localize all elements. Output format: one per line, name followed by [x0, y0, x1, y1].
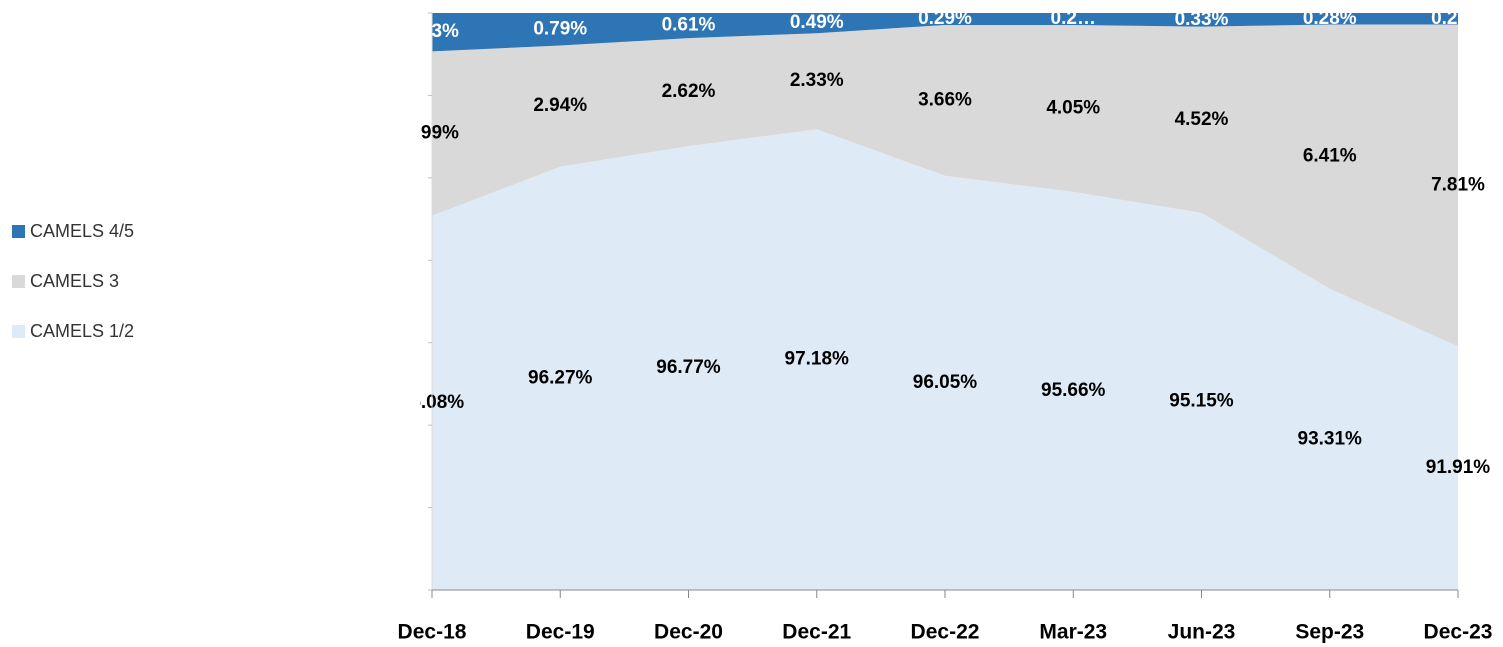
data-label: 95.15% [1169, 390, 1234, 411]
x-tick-label: Dec-21 [782, 621, 851, 644]
legend-swatch [12, 225, 25, 238]
data-label: 2.33% [790, 70, 844, 91]
plot-area: 95.08% 96.27% 96.77% 97.18% 96.05% 95.66% 95.1… [400, 8, 1491, 590]
data-label: 0.33% [1175, 9, 1229, 30]
legend-swatch [12, 325, 25, 338]
x-tick-label: Dec-18 [398, 621, 467, 644]
data-label: 0.28% [1303, 8, 1357, 29]
x-tick-label: Mar-23 [1039, 621, 1107, 644]
data-label: 4.05% [1046, 97, 1100, 118]
data-label: 2.62% [662, 81, 716, 102]
data-label: 0.61% [662, 15, 716, 36]
legend-label: CAMELS 1/2 [30, 321, 134, 341]
data-label: 93.31% [1298, 428, 1363, 449]
data-label: 0.93% [405, 21, 459, 42]
data-label: 0.79% [533, 18, 587, 39]
legend-label: CAMELS 3 [30, 271, 119, 291]
overlay: Dec-18 Dec-19 Dec-20 Dec-21 Dec-22 Mar-23 Jun-… [12, 12, 1493, 644]
data-label: 96.77% [656, 357, 721, 378]
data-label: 4.52% [1175, 109, 1229, 130]
data-label: 3.66% [918, 89, 972, 110]
legend-label: CAMELS 4/5 [30, 221, 134, 241]
x-tick-label: Dec-20 [654, 621, 723, 644]
legend-swatch [12, 275, 25, 288]
x-tick-label: Dec-22 [911, 621, 980, 644]
x-tick-label: Dec-19 [526, 621, 595, 644]
data-label: 96.27% [528, 367, 593, 388]
area [432, 13, 1458, 52]
data-label: 97.18% [785, 349, 850, 370]
data-label: 0.2… [1051, 8, 1096, 29]
area [432, 24, 1458, 347]
data-label: 3.99% [405, 123, 459, 144]
area [432, 129, 1458, 590]
data-label: 91.91% [1426, 457, 1491, 478]
data-label: 96.05% [913, 372, 978, 393]
data-label: 0.29% [918, 8, 972, 29]
x-tick-label: Sep-23 [1295, 621, 1364, 644]
data-label: 95.08% [400, 392, 465, 413]
data-label: 95.66% [1041, 380, 1106, 401]
data-label: 0.28% [1431, 8, 1485, 29]
x-tick-label: Dec-23 [1424, 621, 1493, 644]
x-tick-label: Jun-23 [1168, 621, 1236, 644]
data-label: 6.41% [1303, 146, 1357, 167]
data-label: 2.94% [533, 95, 587, 116]
data-label: 0.49% [790, 12, 844, 33]
data-label: 7.81% [1431, 174, 1485, 195]
